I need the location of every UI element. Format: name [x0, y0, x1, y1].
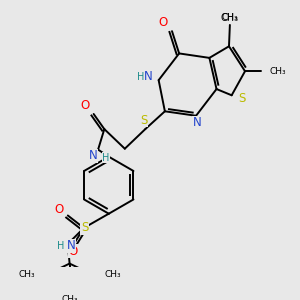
Text: O: O	[68, 244, 78, 258]
Text: S: S	[239, 92, 246, 105]
Text: O: O	[158, 16, 168, 29]
Text: CH₃: CH₃	[222, 13, 238, 22]
Text: H: H	[57, 241, 64, 251]
Text: N: N	[193, 116, 201, 129]
Text: O: O	[54, 203, 64, 216]
Text: CH₃: CH₃	[18, 270, 35, 279]
Text: CH₃: CH₃	[269, 67, 286, 76]
Text: CH₃: CH₃	[221, 13, 239, 23]
Text: S: S	[140, 114, 147, 127]
Text: N: N	[144, 70, 152, 83]
Text: S: S	[81, 221, 88, 235]
Text: CH₃: CH₃	[104, 270, 121, 279]
Text: H: H	[137, 72, 145, 82]
Text: H: H	[102, 153, 110, 163]
Text: O: O	[80, 100, 89, 112]
Text: N: N	[67, 239, 76, 252]
Text: CH₃: CH₃	[61, 295, 78, 300]
Text: N: N	[88, 149, 97, 162]
